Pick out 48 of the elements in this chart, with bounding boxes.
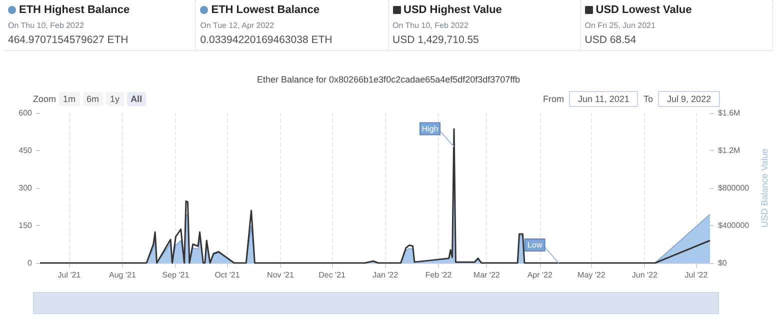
- x-tick-label: Jul '21: [58, 270, 82, 280]
- y2-tick-label: $1.6M: [718, 108, 741, 118]
- x-tick-label: Jul '22: [684, 270, 708, 280]
- x-tick-label: Sep '21: [162, 270, 190, 280]
- annotation: Low: [527, 240, 542, 250]
- text: 0.03394220169463038 ETH: [200, 34, 334, 46]
- text: 6m: [82, 92, 104, 106]
- y-tick-label: 450: [18, 146, 33, 155]
- x-tick-label: Dec '21: [318, 270, 346, 280]
- y2-axis-title: USD Balance Value: [760, 148, 770, 228]
- y2-tick-label: $0: [718, 258, 728, 268]
- text: On Thu 10, Feb 2022: [392, 21, 470, 30]
- text: USD Highest Value: [402, 4, 503, 16]
- x-tick-label: Feb '22: [425, 270, 452, 280]
- y2-tick-label: $800000: [718, 184, 750, 192]
- text: USD 1,429,710.55: [392, 34, 480, 46]
- text: On Fri 25, Jun 2021: [584, 21, 656, 30]
- text: Jul 9, 2022: [658, 91, 720, 107]
- text: Jun 11, 2021: [569, 91, 638, 107]
- x-tick-label: May '22: [578, 270, 606, 280]
- text: All: [126, 92, 146, 106]
- y-tick-label: 0: [28, 258, 33, 268]
- y-tick-label: 300: [18, 184, 33, 192]
- text: USD 68.54: [584, 34, 638, 46]
- text: Zoom: [33, 94, 56, 104]
- x-tick-label: Jan '22: [372, 270, 399, 280]
- text: 464.9707154579627 ETH: [8, 34, 130, 46]
- annotation: High: [422, 124, 438, 134]
- y-tick-label: 150: [18, 221, 33, 230]
- text: To: [643, 94, 653, 104]
- x-tick-label: Oct '21: [214, 270, 240, 280]
- x-tick-label: Aug '21: [109, 270, 136, 280]
- text: USD Lowest Value: [594, 4, 693, 16]
- x-tick-label: Mar '22: [473, 270, 500, 280]
- y-tick-label: 600: [18, 108, 33, 118]
- x-tick-label: Nov '21: [267, 270, 294, 280]
- text: On Thu 10, Feb 2022: [8, 21, 85, 30]
- x-tick-label: Apr '22: [527, 270, 553, 280]
- text: 1y: [106, 92, 124, 106]
- y2-tick-label: $1.2M: [718, 146, 741, 155]
- text: On Tue 12, Apr 2022: [200, 21, 276, 30]
- text: 1m: [59, 92, 80, 106]
- text: From: [543, 94, 564, 104]
- text: ETH Lowest Balance: [210, 4, 320, 16]
- y2-tick-label: $400000: [718, 221, 750, 230]
- chart-title: Ether Balance for 0x80266b1e3f0c2cadae65a4ef5df20f3df3707ffb: [256, 74, 520, 84]
- text: ETH Highest Balance: [18, 4, 131, 16]
- x-tick-label: Jun '22: [632, 270, 658, 280]
